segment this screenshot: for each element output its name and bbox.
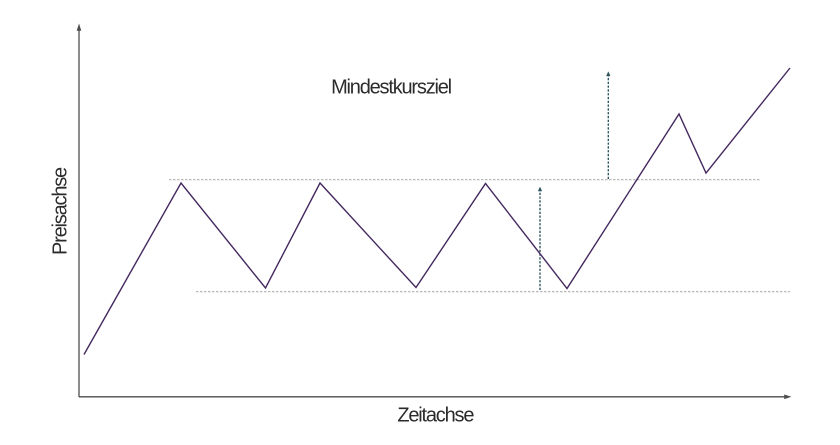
svg-text:Preisachse: Preisachse bbox=[50, 167, 72, 255]
svg-text:Zeitachse: Zeitachse bbox=[397, 405, 474, 427]
svg-text:Mindestkursziel: Mindestkursziel bbox=[331, 76, 452, 98]
